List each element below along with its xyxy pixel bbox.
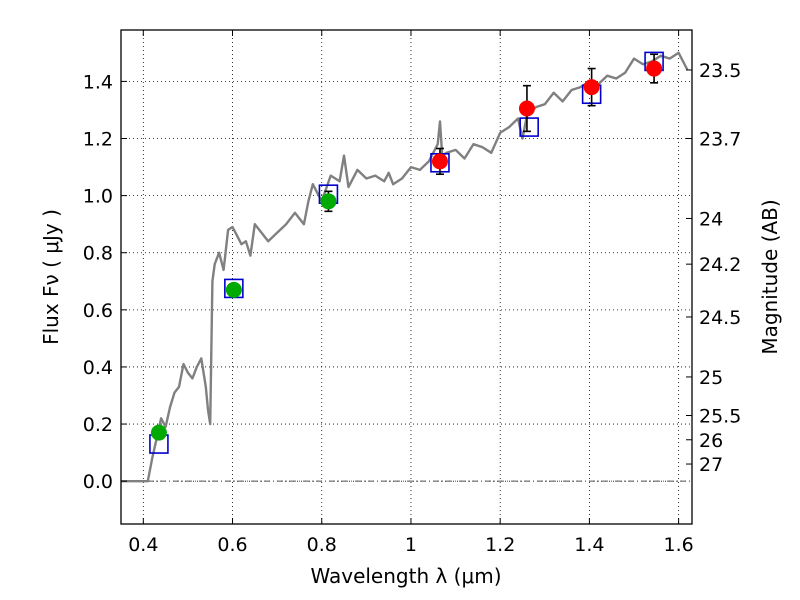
y2-tick-label: 23.5: [699, 60, 741, 82]
x-tick-label: 1.4: [574, 534, 604, 556]
y2-tick-label: 25.5: [699, 405, 741, 427]
y-tick-label: 1.4: [83, 71, 113, 93]
y-axis-title: Flux Fν ( μJy ): [39, 209, 63, 345]
y-tick-label: 0.0: [83, 471, 113, 493]
observed-point: [518, 100, 535, 117]
y2-tick-label: 24.2: [699, 254, 741, 276]
y-tick-label: 0.2: [83, 414, 113, 436]
observed-point: [320, 193, 337, 210]
y2-tick-label: 23.7: [699, 129, 741, 151]
model-photometry-square: [519, 117, 539, 137]
x-tick-labels: 0.4 0.6 0.8 1 1.2 1.4 1.6: [128, 534, 694, 556]
y2-tick-label: 25: [699, 367, 723, 389]
x-tick-label: 0.6: [217, 534, 247, 556]
y2-tick-label: 26: [699, 430, 723, 452]
grid: [121, 30, 692, 524]
sed-template-path: [121, 51, 689, 483]
observed-point: [646, 60, 663, 77]
x-tick-label: 1.6: [664, 534, 694, 556]
y2-tick-label: 24: [699, 208, 723, 230]
y2-tick-label: 24.5: [699, 307, 741, 329]
observed-point: [431, 153, 448, 170]
y2-axis-title: Magnitude (AB): [758, 199, 782, 354]
observed-point: [583, 79, 600, 96]
y-tick-label: 0.8: [83, 243, 113, 265]
plot-frame: [120, 29, 693, 525]
sed-template-line: [121, 51, 689, 483]
observed-point: [150, 424, 167, 441]
x-tick-label: 1.2: [485, 534, 515, 556]
x-tick-label: 1: [405, 534, 417, 556]
y-tick-label: 1.0: [83, 186, 113, 208]
axis-ticks: [121, 30, 692, 524]
observed-point: [225, 281, 242, 298]
x-tick-label: 0.8: [307, 534, 337, 556]
y-tick-label: 1.2: [83, 129, 113, 151]
x-axis-title: Wavelength λ (μm): [310, 564, 501, 588]
observed-points: [150, 53, 663, 441]
y-tick-label: 0.6: [83, 300, 113, 322]
x-tick-label: 0.4: [128, 534, 158, 556]
y2-tick-label: 27: [699, 454, 723, 476]
y-tick-label: 0.4: [83, 357, 113, 379]
model-photometry-squares: [149, 51, 664, 454]
y-tick-labels: 0.0 0.2 0.4 0.6 0.8 1.0 1.2 1.4: [83, 71, 113, 493]
